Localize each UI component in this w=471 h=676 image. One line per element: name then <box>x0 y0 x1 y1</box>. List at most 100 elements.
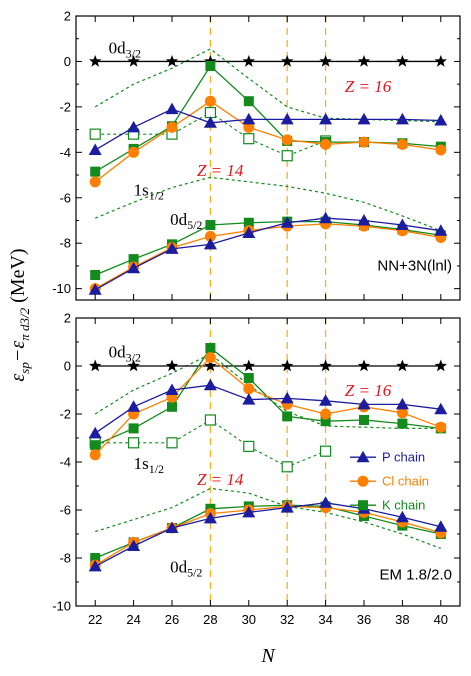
s12-cl-point-n30 <box>243 383 255 395</box>
s12-p-point-n34 <box>319 112 333 125</box>
s12-p-point-n24 <box>127 400 141 412</box>
ref-star-n22 <box>89 359 102 372</box>
ref-star-n36 <box>357 359 371 372</box>
panels: 2 0 -2 -4 -6 -8 -10 0d3/2 1s1/2 0d5/2 Z = 16 Z = 14… <box>52 9 461 614</box>
s12-p-point-n40 <box>434 114 448 126</box>
y-tick-label: -4 <box>59 455 71 470</box>
s12-p-point-n24 <box>127 120 141 133</box>
legend: P chain Cl chain K chain <box>350 450 429 513</box>
y-tick-label: -8 <box>59 551 71 566</box>
legend-label-k: K chain <box>382 498 425 513</box>
ref-star-n24 <box>127 54 140 67</box>
legend-marker-k <box>358 500 368 511</box>
y-tick-label: -8 <box>59 236 71 251</box>
orbital-label-d52: 0d5/2 <box>170 210 202 232</box>
d52-p-point-n24 <box>127 539 141 551</box>
d52-p-line <box>94 217 441 291</box>
s12-p-point-n32 <box>280 112 294 125</box>
dotted-line-1 <box>94 353 441 429</box>
s12-cl-point-n38 <box>396 407 408 419</box>
s12-cl-point-n28 <box>204 352 216 364</box>
s12-p-point-n36 <box>357 397 371 410</box>
s12-k-point-n38 <box>397 418 408 429</box>
x-tick-label: 40 <box>434 612 448 627</box>
s12-p-point-n28 <box>203 116 217 128</box>
ref-star-n28 <box>204 359 217 372</box>
s12-p-point-n30 <box>242 112 256 125</box>
x-axis: 22 24 26 28 30 32 34 36 38 40 <box>88 612 448 627</box>
s12-cl-point-n26 <box>166 121 178 133</box>
ref-star-n32 <box>281 54 294 67</box>
s12-k-point-n26 <box>167 401 177 412</box>
s12-k-point-n22 <box>90 440 101 451</box>
open-square-point-n26 <box>166 437 178 449</box>
legend-label-p: P chain <box>382 450 425 465</box>
s12-p-point-n28 <box>203 378 217 391</box>
s12-p-point-n30 <box>242 393 256 405</box>
s12-cl-point-n38 <box>396 138 408 150</box>
d52-p-point-n34 <box>319 211 333 224</box>
s12-cl-line <box>94 100 441 183</box>
s12-k-point-n30 <box>243 373 254 383</box>
s12-p-point-n22 <box>88 143 102 156</box>
s12-k-point-n32 <box>282 411 293 422</box>
d52-k-point-n22 <box>90 553 101 563</box>
s12-cl-point-n36 <box>358 136 370 148</box>
orbital-label-s12: 1s1/2 <box>134 180 164 202</box>
y-axis-title: εsp−επ d3/2 (MeV) <box>7 248 32 381</box>
y-tick-label: -10 <box>52 281 71 296</box>
plot-frame <box>75 15 461 301</box>
open-square-point-n22 <box>89 128 101 140</box>
s12-p-point-n38 <box>395 112 409 125</box>
open-square-point-n30 <box>243 440 255 452</box>
ref-star-n30 <box>242 359 255 372</box>
d52-cl-point-n28 <box>204 230 216 242</box>
s12-p-line <box>94 108 441 151</box>
ref-star-n34 <box>319 359 332 372</box>
y-tick-label: -10 <box>52 599 71 614</box>
s12-cl-point-n32 <box>281 134 293 146</box>
x-tick-label: 24 <box>126 612 140 627</box>
y-tick-label: 2 <box>64 311 71 326</box>
ref-star-n32 <box>281 359 294 372</box>
d52-p-point-n34 <box>319 496 333 508</box>
d52-k-line <box>94 220 441 276</box>
panel-model-label: NN+3N(lnl) <box>377 257 452 274</box>
d52-p-point-n22 <box>88 559 102 572</box>
y-tick-label: -2 <box>59 99 71 114</box>
d52-p-point-n32 <box>280 501 294 513</box>
x-tick-label: 32 <box>280 612 294 627</box>
open-square-point-n24 <box>128 437 140 449</box>
ref-star-n38 <box>396 359 409 372</box>
y-tick-label: -2 <box>59 407 71 422</box>
d52-p-point-n36 <box>357 213 371 226</box>
ref-star-n30 <box>242 54 255 67</box>
s12-p-point-n40 <box>434 402 448 415</box>
ref-star-n40 <box>434 359 447 372</box>
s12-k-point-n34 <box>320 416 331 427</box>
y-tick-label: 2 <box>64 9 71 24</box>
panel-2: 2 0 -2 -4 -6 -8 -10 0d3/2 1s1/2 0d5/2 Z = 16 Z = 14… <box>52 311 461 614</box>
s12-k-point-n24 <box>128 423 139 434</box>
d52-p-point-n38 <box>395 218 409 231</box>
d52-p-point-n40 <box>434 224 448 236</box>
y-tick-label: 0 <box>64 54 71 69</box>
d52-p-point-n40 <box>434 520 448 532</box>
ref-star-n24 <box>127 359 140 372</box>
s12-k-point-n30 <box>243 96 254 107</box>
x-axis-title: N <box>260 645 276 667</box>
s12-cl-line <box>94 356 442 456</box>
open-square-point-n28 <box>204 106 216 119</box>
s12-p-point-n26 <box>165 102 179 115</box>
label-z16: Z = 16 <box>345 77 392 96</box>
s12-p-point-n26 <box>165 383 179 395</box>
y-tick-label: 0 <box>64 359 71 374</box>
s12-p-point-n22 <box>88 426 102 439</box>
y-tick-label: -6 <box>59 503 71 518</box>
ref-star-n34 <box>319 54 332 67</box>
s12-cl-point-n40 <box>435 421 447 433</box>
x-tick-label: 28 <box>203 612 217 627</box>
ref-star-n36 <box>357 54 371 67</box>
open-square-point-n34 <box>320 445 332 457</box>
